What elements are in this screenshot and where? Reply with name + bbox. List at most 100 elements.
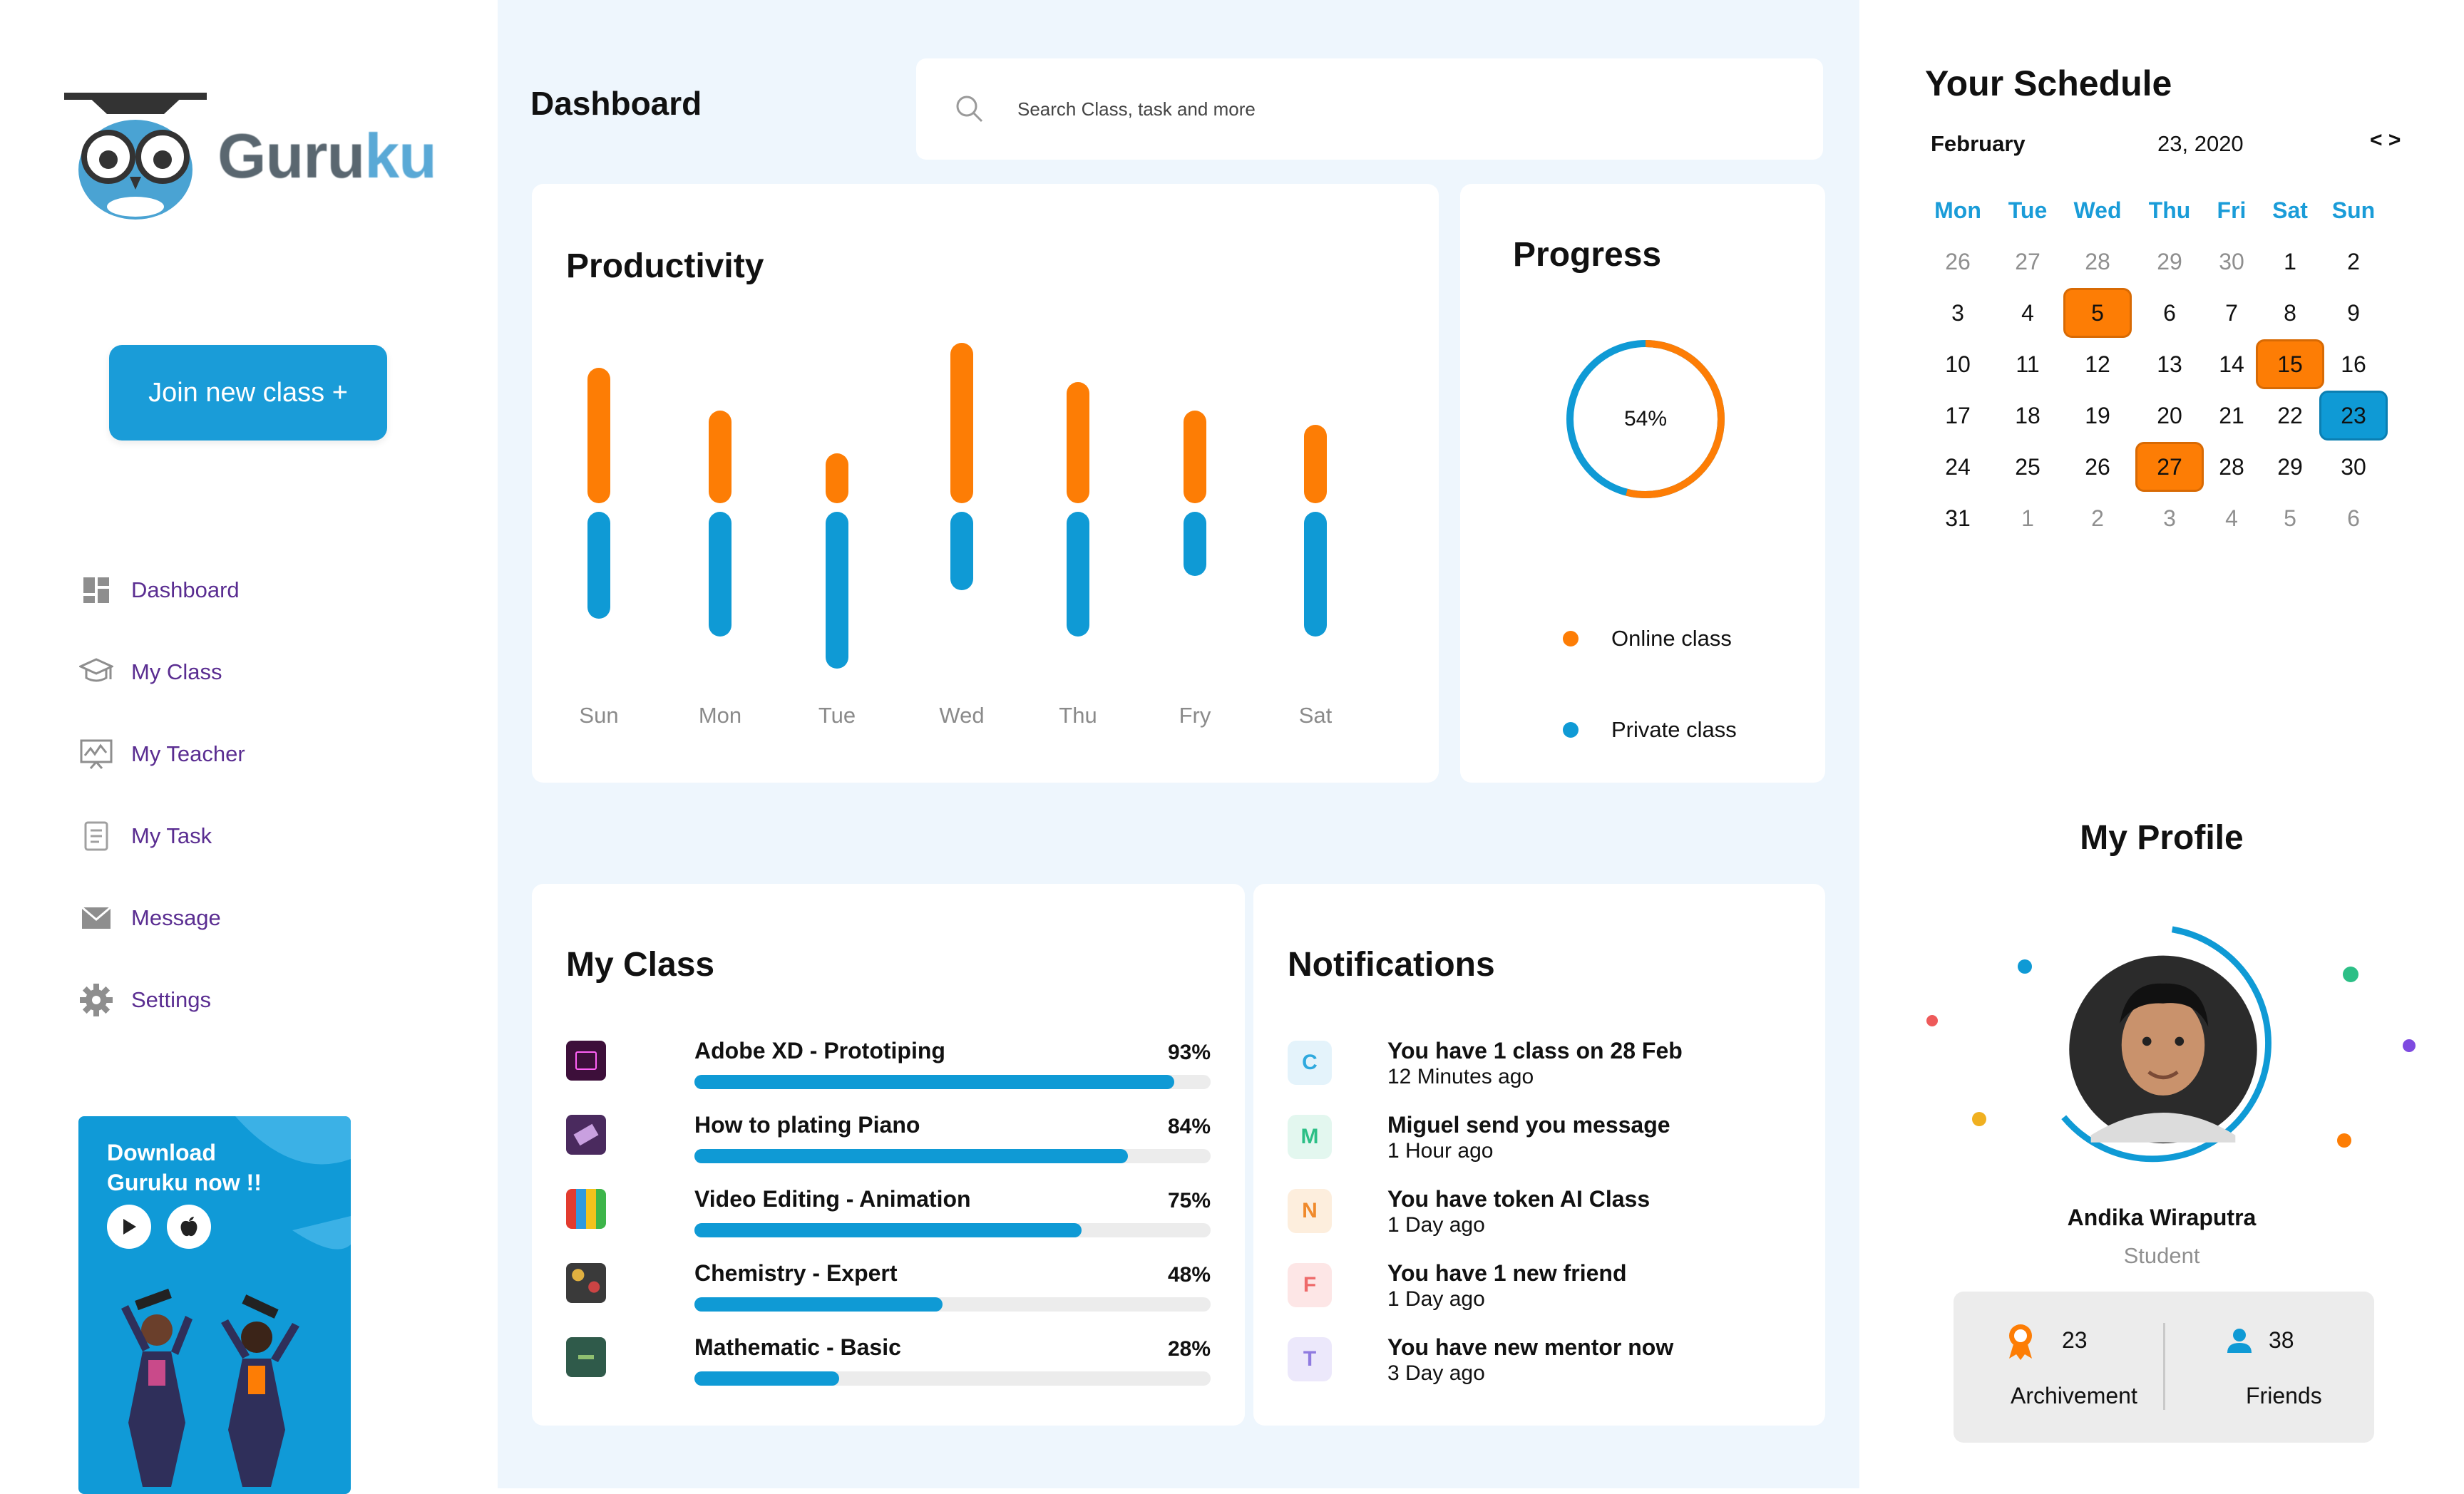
- calendar-day[interactable]: 16: [2341, 351, 2366, 377]
- calendar-day[interactable]: 19: [2085, 402, 2110, 428]
- sidebar-item-settings[interactable]: Settings: [78, 959, 435, 1041]
- chemistry-icon: [566, 1263, 606, 1303]
- calendar-day[interactable]: 5: [2284, 505, 2296, 531]
- notification-item[interactable]: M Miguel send you message 1 Hour ago: [1288, 1112, 1801, 1176]
- calendar-day[interactable]: 21: [2219, 402, 2244, 428]
- class-progress-fill: [694, 1075, 1175, 1089]
- class-item[interactable]: Adobe XD - Prototiping 93%: [566, 1038, 1211, 1095]
- logo-text: Guruku: [217, 120, 437, 191]
- calendar-day[interactable]: 29: [2157, 248, 2182, 274]
- notifications-title: Notifications: [1288, 946, 1495, 984]
- calendar-day[interactable]: 23: [2319, 391, 2388, 441]
- sidebar-item-dashboard[interactable]: Dashboard: [78, 549, 435, 631]
- download-app-banner[interactable]: Download Guruku now !!: [78, 1116, 351, 1494]
- sidebar-item-my-task[interactable]: My Task: [78, 795, 435, 877]
- sidebar-nav: Dashboard My Class My Teacher My Task Me…: [78, 549, 435, 1041]
- notification-time: 1 Day ago: [1387, 1287, 1485, 1311]
- calendar-day[interactable]: 29: [2277, 453, 2303, 480]
- avatar[interactable]: [2028, 910, 2299, 1180]
- sidebar-item-my-class[interactable]: My Class: [78, 631, 435, 713]
- notification-item[interactable]: C You have 1 class on 28 Feb 12 Minutes ag…: [1288, 1038, 1801, 1102]
- search-bar[interactable]: [916, 58, 1823, 160]
- guruku-logo[interactable]: Guruku: [64, 86, 437, 221]
- calendar-day[interactable]: 30: [2219, 248, 2244, 274]
- class-item[interactable]: How to plating Piano 84%: [566, 1112, 1211, 1169]
- sidebar-item-message[interactable]: Message: [78, 877, 435, 959]
- calendar-day[interactable]: 8: [2284, 299, 2296, 326]
- bar-blue-wed: [950, 512, 973, 590]
- stats-divider: [2163, 1323, 2165, 1410]
- calendar-day[interactable]: 3: [2163, 505, 2176, 531]
- calendar-day[interactable]: 27: [2135, 442, 2204, 492]
- calendar-nav-arrows[interactable]: < >: [2370, 128, 2401, 152]
- calendar-day[interactable]: 13: [2157, 351, 2182, 377]
- profile-name: Andika Wiraputra: [2067, 1205, 2257, 1230]
- notification-time: 12 Minutes ago: [1387, 1065, 1534, 1088]
- x-axis-label: Thu: [1059, 703, 1097, 728]
- x-axis-label: Tue: [818, 703, 856, 728]
- sidebar-item-my-teacher[interactable]: My Teacher: [78, 713, 435, 795]
- calendar-day[interactable]: 1: [2021, 505, 2034, 531]
- calendar-day[interactable]: 3: [1951, 299, 1964, 326]
- calendar-day[interactable]: 15: [2256, 339, 2324, 389]
- calendar-day[interactable]: 6: [2347, 505, 2360, 531]
- calendar-day[interactable]: 17: [1945, 402, 1971, 428]
- play-store-icon[interactable]: [107, 1205, 151, 1249]
- user-icon: [2227, 1329, 2252, 1353]
- friends-label: Friends: [2246, 1383, 2322, 1408]
- calendar-day[interactable]: 18: [2015, 402, 2040, 428]
- calendar-day[interactable]: 24: [1945, 453, 1971, 480]
- notification-text: You have new mentor now: [1387, 1334, 1674, 1360]
- calendar-weekday: Mon: [1934, 197, 1981, 223]
- notification-text: You have token AI Class: [1387, 1186, 1651, 1212]
- bar-orange-tue: [826, 453, 848, 503]
- class-item[interactable]: Video Editing - Animation 75%: [566, 1186, 1211, 1243]
- notification-item[interactable]: N You have token AI Class 1 Day ago: [1288, 1186, 1801, 1250]
- legend-dot: [1563, 722, 1578, 738]
- search-input[interactable]: [1017, 98, 1730, 120]
- productivity-title: Productivity: [566, 247, 764, 285]
- calendar-day[interactable]: 10: [1945, 351, 1971, 377]
- calendar-day[interactable]: 2: [2091, 505, 2104, 531]
- calendar-day[interactable]: 4: [2021, 299, 2034, 326]
- gear-icon: [78, 982, 114, 1018]
- calendar-day[interactable]: 11: [2016, 351, 2040, 377]
- calendar-day[interactable]: 27: [2015, 248, 2040, 274]
- notification-time: 3 Day ago: [1387, 1361, 1485, 1385]
- calendar-day[interactable]: 1: [2284, 248, 2296, 274]
- calendar-day[interactable]: 28: [2085, 248, 2110, 274]
- bar-orange-wed: [950, 343, 973, 503]
- join-new-class-button[interactable]: Join new class +: [109, 345, 387, 441]
- notification-item[interactable]: T You have new mentor now 3 Day ago: [1288, 1334, 1801, 1398]
- notification-text: Miguel send you message: [1387, 1112, 1670, 1138]
- calendar-day[interactable]: 20: [2157, 402, 2182, 428]
- notification-item[interactable]: F You have 1 new friend 1 Day ago: [1288, 1260, 1801, 1324]
- banner-background-shape: [235, 1116, 351, 1250]
- legend-private-class: Private class: [1563, 717, 1737, 743]
- calendar-day[interactable]: 12: [2085, 351, 2110, 377]
- calendar-day[interactable]: 9: [2347, 299, 2360, 326]
- calendar-day[interactable]: 7: [2225, 299, 2238, 326]
- calendar-day[interactable]: 4: [2225, 505, 2238, 531]
- calendar-day[interactable]: 28: [2219, 453, 2244, 480]
- calendar-day[interactable]: 30: [2341, 453, 2366, 480]
- class-item[interactable]: Chemistry - Expert 48%: [566, 1260, 1211, 1317]
- apple-icon[interactable]: [167, 1205, 211, 1249]
- donut-segment-online: [1566, 340, 1725, 498]
- x-axis-label: Sat: [1298, 703, 1333, 728]
- calendar-day[interactable]: 31: [1945, 505, 1971, 531]
- calendar-day[interactable]: 5: [2063, 288, 2132, 338]
- achievements-count: 23: [2062, 1327, 2088, 1353]
- calendar-day[interactable]: 26: [1945, 248, 1971, 274]
- calendar-day[interactable]: 14: [2219, 351, 2244, 377]
- calendar-day[interactable]: 6: [2163, 299, 2176, 326]
- calendar-day[interactable]: 26: [2085, 453, 2110, 480]
- right-panel: Your Schedule February 23, 2020 < > Mon T…: [1859, 0, 2464, 1488]
- calendar-day[interactable]: 2: [2347, 248, 2360, 274]
- calendar-day[interactable]: 25: [2015, 453, 2040, 480]
- calendar-day[interactable]: 22: [2277, 402, 2303, 428]
- productivity-card: Productivity Sun Mon Tue Wed Thu Fry Sat: [532, 184, 1439, 783]
- adobe-xd-icon: [566, 1041, 606, 1081]
- class-name: Video Editing - Animation: [694, 1186, 971, 1212]
- class-item[interactable]: Mathematic - Basic 28%: [566, 1334, 1211, 1391]
